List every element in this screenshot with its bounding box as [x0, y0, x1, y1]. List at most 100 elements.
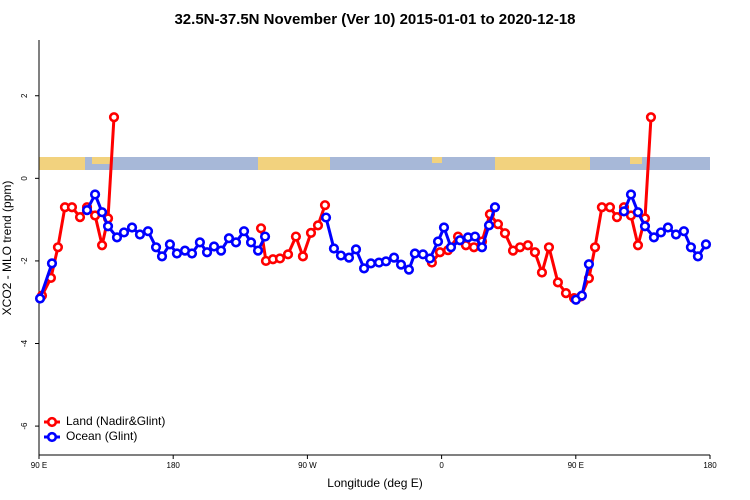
data-point — [589, 242, 601, 253]
data-point — [639, 221, 651, 232]
data-point — [395, 259, 407, 270]
data-point — [552, 277, 564, 288]
data-point — [274, 253, 286, 264]
legend-marker — [46, 431, 58, 443]
data-point — [194, 237, 205, 248]
data-point — [596, 202, 607, 213]
data-point — [685, 242, 697, 253]
data-point — [230, 237, 242, 248]
data-point — [576, 290, 588, 301]
data-point — [445, 242, 457, 253]
y-tick-label: 2 — [20, 93, 29, 98]
data-point — [102, 221, 114, 232]
data-point — [34, 293, 46, 304]
data-point — [469, 231, 481, 242]
data-point — [403, 264, 415, 275]
data-point — [611, 212, 623, 223]
data-point — [454, 235, 466, 246]
data-point — [328, 243, 340, 254]
data-point — [358, 263, 370, 274]
x-tick-label: 180 — [703, 461, 717, 470]
data-point — [186, 248, 198, 259]
data-point — [126, 222, 138, 233]
data-point — [134, 229, 146, 240]
y-tick-label: -4 — [20, 339, 29, 347]
data-point — [492, 219, 504, 230]
data-point — [312, 220, 324, 231]
data-point — [380, 256, 392, 267]
data-point — [499, 228, 511, 239]
data-point — [96, 240, 108, 251]
data-point — [245, 237, 257, 248]
data-point — [514, 242, 526, 253]
data-point — [388, 252, 400, 263]
land-strip — [39, 157, 85, 170]
data-point — [150, 242, 162, 253]
data-point — [343, 252, 355, 263]
ocean-strip — [39, 157, 710, 170]
data-point — [678, 226, 690, 237]
data-point — [662, 222, 674, 233]
data-point — [489, 202, 501, 213]
land-strip — [432, 157, 442, 163]
data-point — [625, 189, 637, 200]
y-tick-label: -2 — [20, 257, 29, 265]
data-point — [259, 231, 271, 242]
data-point — [208, 241, 220, 252]
data-point — [529, 247, 541, 258]
data-point — [604, 202, 616, 213]
land-strip — [258, 157, 330, 170]
x-tick-label: 90 E — [568, 461, 584, 470]
land-strip — [495, 157, 590, 170]
data-point — [648, 232, 660, 243]
data-point — [319, 200, 331, 211]
data-point — [645, 112, 657, 123]
data-point — [215, 245, 227, 256]
data-point — [111, 232, 123, 243]
y-axis-label: XCO2 - MLO trend (ppm) — [0, 181, 14, 316]
y-tick-label: 0 — [20, 176, 29, 181]
data-point — [434, 247, 446, 258]
data-point — [46, 258, 58, 269]
data-point — [156, 251, 168, 262]
data-point — [432, 236, 444, 247]
data-point — [335, 250, 347, 261]
x-axis-label: Longitude (deg E) — [327, 476, 422, 490]
data-point — [96, 207, 108, 218]
data-point — [255, 223, 267, 234]
data-point — [350, 244, 362, 255]
data-point — [692, 251, 704, 262]
data-point — [89, 189, 101, 200]
data-point — [142, 226, 154, 237]
map-strip — [39, 157, 710, 170]
data-point — [238, 226, 250, 237]
x-tick-label: 0 — [439, 461, 444, 470]
data-point — [700, 239, 712, 250]
data-point — [632, 240, 644, 251]
data-point — [536, 267, 548, 278]
data-point — [670, 229, 682, 240]
data-point — [522, 240, 534, 251]
data-point — [297, 251, 309, 262]
data-point — [290, 231, 302, 242]
data-point — [171, 248, 183, 259]
data-point — [632, 207, 644, 218]
land-strip — [630, 157, 642, 164]
data-point — [66, 202, 78, 213]
data-point — [417, 249, 429, 260]
legend-marker — [46, 416, 58, 428]
data-point — [560, 288, 572, 299]
legend-label: Ocean (Glint) — [66, 429, 137, 443]
chart-title: 32.5N-37.5N November (Ver 10) 2015-01-01… — [174, 11, 575, 28]
x-tick-label: 180 — [167, 461, 181, 470]
data-point — [438, 222, 450, 233]
series-line — [40, 117, 653, 300]
data-point — [74, 212, 86, 223]
data-point — [365, 258, 377, 269]
data-point — [164, 239, 176, 250]
data-point — [282, 249, 294, 260]
legend-label: Land (Nadir&Glint) — [66, 414, 165, 428]
data-point — [108, 112, 120, 123]
data-point — [320, 212, 332, 223]
